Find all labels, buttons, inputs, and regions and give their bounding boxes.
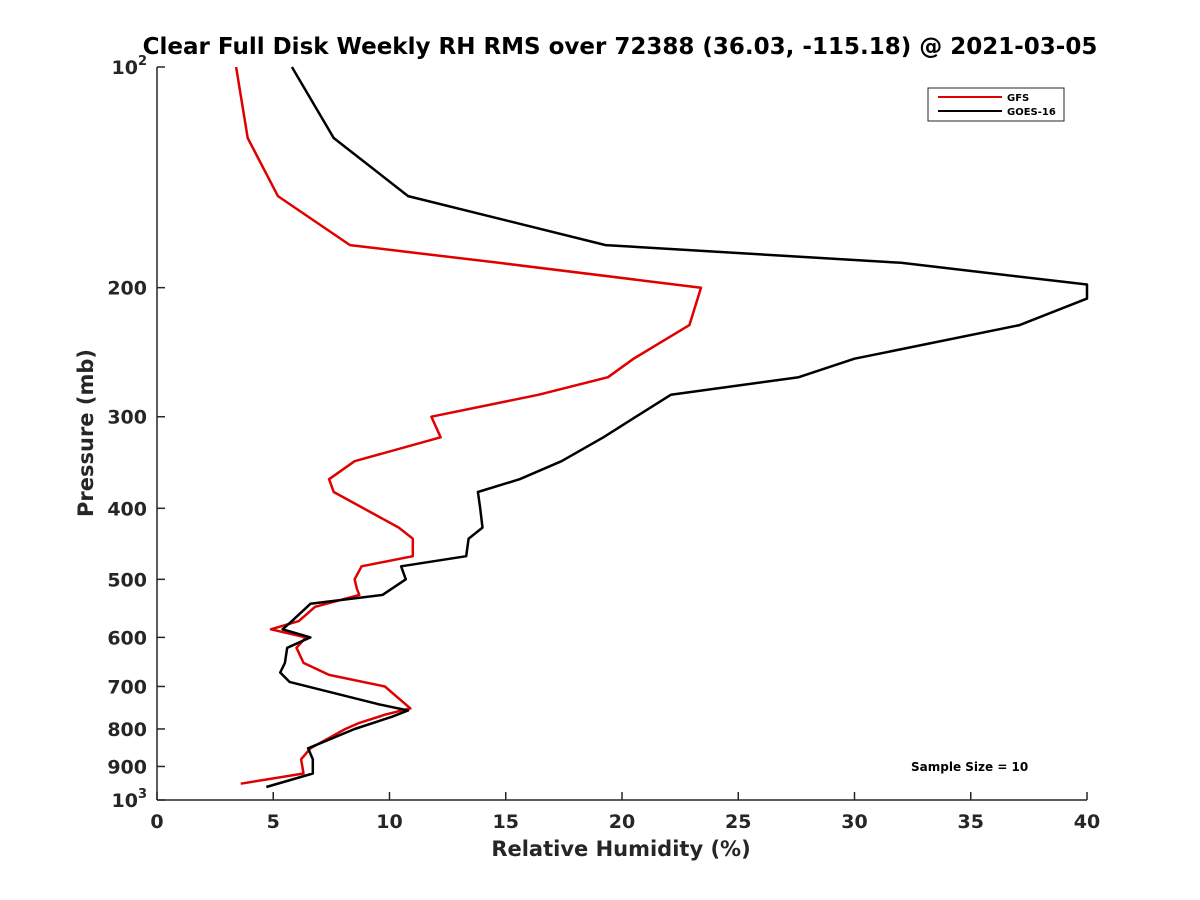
y-tick-label: 102: [112, 54, 148, 79]
y-tick-label: 900: [107, 756, 147, 778]
legend-label-gfs: GFS: [1007, 93, 1029, 104]
x-tick-label: 10: [376, 811, 402, 833]
series-line-gfs: [234, 66, 703, 785]
x-tick-label: 25: [725, 811, 751, 833]
y-axis-label: Pressure (mb): [74, 349, 98, 517]
legend: GFS GOES-16: [927, 87, 1065, 122]
x-tick-label: 5: [267, 811, 280, 833]
sample-size-note: Sample Size = 10: [911, 760, 1028, 774]
x-tick-label: 20: [609, 811, 635, 833]
x-tick-label: 30: [841, 811, 867, 833]
series-layer: [234, 66, 1089, 789]
chart-title: Clear Full Disk Weekly RH RMS over 72388…: [143, 34, 1098, 60]
legend-label-goes-16: GOES-16: [1007, 107, 1056, 118]
x-axis-ticks: 0 5 10 15 20 25 30 35 40: [150, 792, 1100, 833]
x-tick-label: 15: [493, 811, 519, 833]
legend-box: [927, 87, 1065, 122]
plot-area: 0 5 10 15 20 25 30 35 40 102 200 300 400 500 600 700 80…: [107, 54, 1100, 833]
y-tick-label: 700: [107, 676, 147, 698]
y-tick-label: 800: [107, 719, 147, 741]
series-line-goes-16: [265, 66, 1089, 789]
y-tick-label: 200: [107, 278, 147, 300]
y-axis-ticks: 102 200 300 400 500 600 700 800 900 103: [107, 54, 165, 812]
x-tick-label: 40: [1074, 811, 1100, 833]
y-tick-label: 500: [107, 569, 147, 591]
y-tick-label: 400: [107, 498, 147, 520]
y-tick-label: 600: [107, 627, 147, 649]
x-tick-label: 0: [150, 811, 163, 833]
y-tick-label: 103: [112, 787, 148, 812]
y-tick-label: 300: [107, 407, 147, 429]
x-tick-label: 35: [958, 811, 984, 833]
x-axis-label: Relative Humidity (%): [491, 837, 750, 861]
